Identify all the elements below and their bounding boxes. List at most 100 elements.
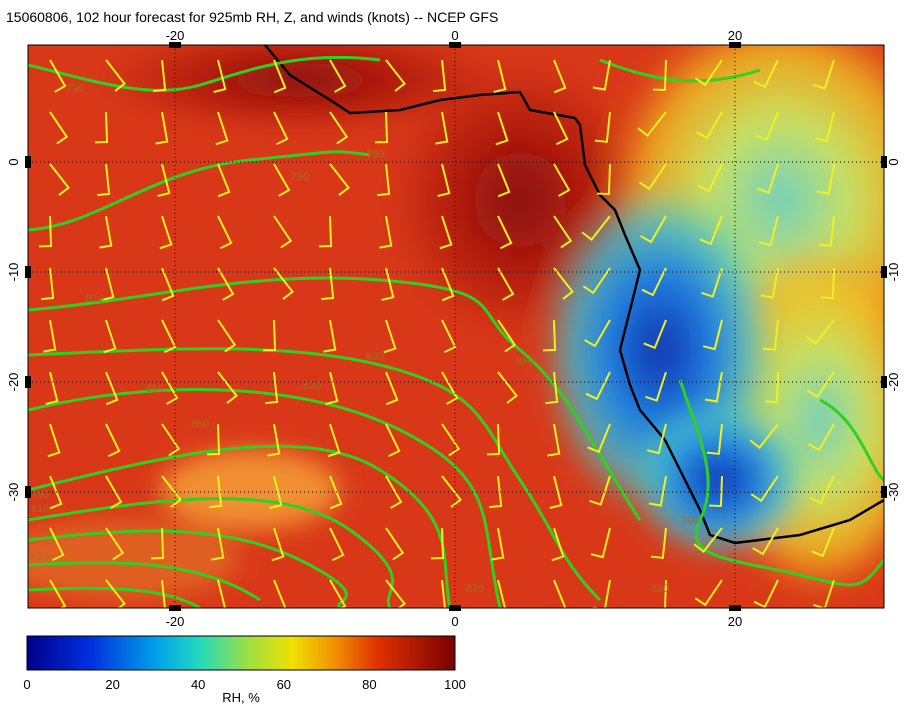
wind-barb bbox=[329, 111, 349, 145]
wind-barb bbox=[103, 319, 117, 354]
lat-label: -20 bbox=[886, 373, 901, 392]
wind-barb bbox=[818, 215, 835, 247]
wind-barb bbox=[497, 319, 517, 353]
wind-barb bbox=[161, 371, 179, 405]
wind-barb bbox=[753, 59, 779, 89]
lon-label: 0 bbox=[451, 614, 458, 629]
tick-mark bbox=[25, 266, 31, 278]
wind-barb bbox=[153, 59, 167, 93]
wind-barb bbox=[329, 579, 347, 608]
colorbar-tick-label: 0 bbox=[23, 677, 30, 692]
wind-barb bbox=[269, 475, 283, 509]
wind-barb bbox=[105, 371, 119, 406]
wind-barb bbox=[752, 527, 779, 556]
wind-barb bbox=[811, 527, 835, 558]
wind-barb bbox=[441, 371, 459, 405]
wind-barb bbox=[383, 319, 397, 354]
wind-barb bbox=[491, 527, 505, 561]
wind-barb bbox=[273, 215, 293, 249]
wind-barb bbox=[97, 163, 111, 197]
wind-barb bbox=[646, 423, 667, 455]
wind-barb bbox=[760, 267, 779, 299]
wind-barb bbox=[645, 371, 667, 402]
wind-barb bbox=[697, 163, 723, 193]
lat-label: -30 bbox=[886, 483, 901, 502]
wind-barb bbox=[753, 579, 779, 608]
wind-barb bbox=[640, 215, 667, 244]
wind-barb bbox=[49, 111, 69, 145]
contour-label: 810 bbox=[31, 503, 49, 515]
contour-label: 870 bbox=[466, 583, 484, 595]
wind-barb bbox=[708, 475, 723, 508]
tick-mark bbox=[169, 605, 181, 611]
wind-barb bbox=[694, 59, 723, 87]
contours bbox=[28, 55, 884, 608]
tick-mark bbox=[729, 42, 741, 48]
colorbar-tick-label: 100 bbox=[444, 677, 466, 692]
wind-barb bbox=[381, 267, 395, 301]
wind-barb bbox=[547, 423, 561, 457]
wind-barb bbox=[159, 215, 173, 250]
wind-barb bbox=[105, 423, 121, 458]
wind-barb bbox=[813, 59, 835, 90]
wind-barb bbox=[105, 579, 126, 608]
wind-barb bbox=[648, 475, 667, 507]
wind-barb bbox=[816, 163, 835, 195]
wind-barb bbox=[441, 319, 457, 354]
contour-label: 790 bbox=[366, 149, 384, 161]
wind-barb bbox=[497, 371, 518, 404]
lon-label: -20 bbox=[166, 614, 185, 629]
wind-barb bbox=[217, 319, 237, 353]
wind-barb bbox=[161, 579, 166, 608]
lon-label: 20 bbox=[728, 28, 742, 43]
contour-label: 810 bbox=[86, 293, 104, 305]
wind-barb bbox=[273, 267, 294, 300]
wind-barb bbox=[551, 527, 565, 562]
wind-barb bbox=[101, 267, 115, 301]
wind-barb bbox=[441, 267, 455, 302]
contour-label: 790 bbox=[66, 83, 84, 95]
lon-label: -20 bbox=[166, 28, 185, 43]
wind-barb bbox=[265, 371, 279, 405]
wind-barb bbox=[215, 111, 229, 146]
wind-barb bbox=[263, 319, 277, 352]
tick-mark bbox=[881, 156, 887, 168]
wind-barb bbox=[813, 579, 835, 608]
wind-barb bbox=[497, 579, 507, 608]
wind-barb bbox=[329, 527, 345, 562]
lat-label: -30 bbox=[6, 483, 21, 502]
tick-mark bbox=[881, 266, 887, 278]
wind-barb bbox=[49, 527, 65, 562]
wind-barb bbox=[161, 319, 177, 354]
map-field: 790 790 790 810 830 850 830 850 870 850 830 790 830 8… bbox=[28, 45, 884, 608]
wind-barb bbox=[762, 319, 779, 351]
wind-barb bbox=[590, 527, 611, 559]
lon-label: 20 bbox=[728, 614, 742, 629]
wind-barb bbox=[273, 59, 287, 94]
colorbar-tick-label: 60 bbox=[277, 677, 291, 692]
lat-label: 0 bbox=[886, 158, 901, 165]
tick-mark bbox=[25, 486, 31, 498]
wind-barb bbox=[217, 163, 231, 198]
wind-barb bbox=[385, 423, 401, 458]
wind-barb bbox=[749, 423, 779, 450]
wind-barb bbox=[545, 371, 559, 405]
lat-label: -20 bbox=[6, 373, 21, 392]
wind-barb bbox=[441, 423, 461, 457]
wind-barb bbox=[379, 215, 393, 249]
wind-barb bbox=[764, 371, 779, 404]
wind-barb bbox=[553, 59, 567, 94]
wind-barb bbox=[643, 319, 667, 350]
wind-barb bbox=[584, 319, 611, 348]
wind-barb bbox=[497, 267, 515, 301]
wind-barb bbox=[650, 527, 667, 559]
wind-barb bbox=[217, 215, 233, 250]
wind-barb bbox=[49, 59, 67, 93]
wind-barb bbox=[271, 527, 285, 562]
colorbar-tick-label: 40 bbox=[191, 677, 205, 692]
wind-barb bbox=[209, 475, 223, 509]
tick-mark bbox=[25, 376, 31, 388]
contour-label: 850 bbox=[146, 383, 164, 395]
wind-barb bbox=[553, 163, 571, 197]
wind-barb bbox=[375, 111, 389, 144]
